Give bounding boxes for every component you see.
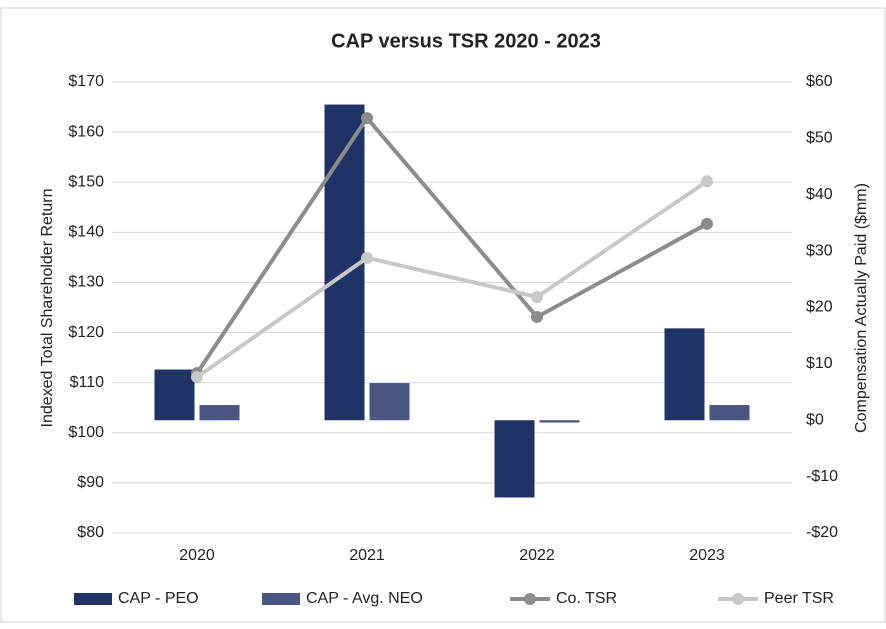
bar — [199, 405, 240, 421]
y-tick-label: $90 — [77, 474, 104, 491]
y2-tick-label: $30 — [806, 242, 833, 259]
marker — [361, 251, 373, 264]
marker — [531, 311, 543, 324]
y-axis-label: Indexed Total Shareholder Return — [39, 189, 56, 428]
y2-tick-label: -$20 — [806, 524, 838, 541]
bar — [494, 420, 535, 498]
frame — [0, 7, 886, 623]
y2-axis-label: Compensation Actually Paid ($mm) — [853, 183, 870, 433]
y2-tick-label: $50 — [806, 130, 833, 147]
y2-tick-label: $20 — [806, 299, 833, 316]
y2-tick-label: $40 — [806, 186, 833, 203]
legend-swatch — [74, 593, 112, 605]
marker — [701, 217, 713, 230]
x-tick-label: 2023 — [689, 547, 725, 564]
bar — [539, 420, 580, 423]
legend-label: Peer TSR — [764, 590, 834, 607]
legend-marker — [732, 593, 744, 605]
marker — [361, 112, 373, 125]
y-tick-label: $150 — [68, 173, 104, 190]
legend-swatch — [262, 593, 300, 605]
bar — [664, 328, 705, 421]
y-tick-label: $140 — [68, 224, 104, 241]
marker — [531, 290, 543, 303]
y-tick-label: $80 — [77, 524, 104, 541]
x-tick-label: 2021 — [349, 547, 385, 564]
marker — [701, 175, 713, 188]
legend-label: Co. TSR — [556, 590, 617, 607]
bar — [154, 369, 195, 421]
y-tick-label: $170 — [68, 73, 104, 90]
y-tick-label: $110 — [70, 374, 105, 391]
y2-tick-label: $0 — [806, 411, 824, 428]
x-tick-label: 2020 — [179, 547, 215, 564]
y-tick-label: $120 — [68, 324, 104, 341]
y2-tick-label: $60 — [806, 73, 833, 90]
bar — [369, 383, 410, 421]
y-tick-label: $130 — [68, 274, 104, 291]
legend-label: CAP - PEO — [118, 590, 199, 607]
marker — [191, 371, 203, 384]
bar — [709, 405, 750, 421]
y-tick-label: $160 — [68, 123, 104, 140]
y-tick-label: $100 — [68, 424, 104, 441]
y2-tick-label: -$10 — [806, 468, 838, 485]
legend-label: CAP - Avg. NEO — [306, 590, 423, 607]
x-tick-label: 2022 — [519, 547, 555, 564]
y2-tick-label: $10 — [806, 355, 833, 372]
line — [195, 179, 709, 379]
chart-title: CAP versus TSR 2020 - 2023 — [331, 30, 601, 52]
line — [195, 114, 708, 375]
legend-marker — [524, 593, 536, 605]
